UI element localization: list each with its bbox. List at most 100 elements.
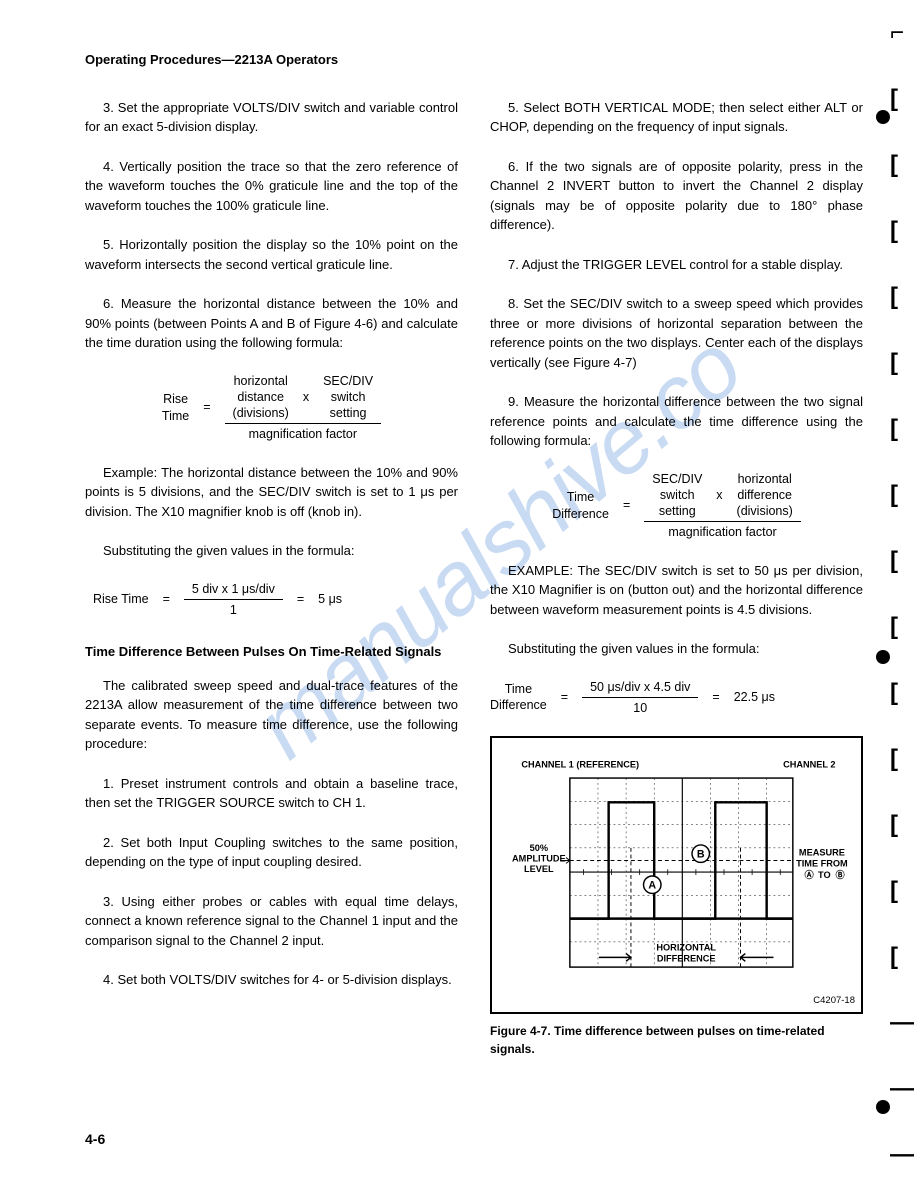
tdf-lhs1: Time — [567, 489, 594, 505]
tdf-eq: = — [623, 496, 630, 515]
proc-step-4: 4. Set both VOLTS/DIV switches for 4- or… — [85, 970, 458, 990]
tdf-lhs2: Difference — [552, 506, 609, 522]
page-number: 4-6 — [85, 1129, 105, 1150]
page-header: Operating Procedures—2213A Operators — [85, 50, 863, 70]
tdf-den: magnification factor — [668, 522, 776, 540]
calc-lhs: Rise Time — [93, 590, 149, 609]
figure-4-7: CHANNEL 1 (REFERENCE) CHANNEL 2 — [490, 736, 863, 1014]
fig-meas3c: Ⓑ — [835, 869, 845, 880]
section-intro: The calibrated sweep speed and dual-trac… — [85, 676, 458, 754]
right-column: 5. Select BOTH VERTICAL MODE; then selec… — [490, 98, 863, 1059]
bracket-icon: [ — [890, 285, 912, 309]
bracket-icon: [ — [890, 615, 912, 639]
proc-step-3: 3. Using either probes or cables with eq… — [85, 892, 458, 951]
tdc-eq2: = — [712, 688, 719, 707]
hole-punch-icon — [876, 650, 890, 664]
calc-result: 5 μs — [318, 590, 342, 609]
marker-a: A — [648, 880, 656, 892]
bracket-icon: [ — [890, 153, 912, 177]
bracket-icon: — — [890, 1011, 912, 1035]
bracket-icon: [ — [890, 351, 912, 375]
equals-sign: = — [203, 398, 210, 417]
proc-step-2: 2. Set both Input Coupling switches to t… — [85, 833, 458, 872]
tdc-lhs2: Difference — [490, 697, 547, 713]
step-5: 5. Horizontally position the display so … — [85, 235, 458, 274]
fig-amp3: LEVEL — [524, 864, 554, 874]
bracket-icon: [ — [890, 945, 912, 969]
tdf-nr1: horizontal — [738, 471, 792, 487]
example2-text: EXAMPLE: The SEC/DIV switch is set to 50… — [490, 561, 863, 620]
fig-meas1: MEASURE — [799, 848, 845, 858]
step-6: 6. Measure the horizontal distance betwe… — [85, 294, 458, 353]
num-setting: setting — [330, 405, 367, 421]
fig-meas2: TIME FROM — [796, 858, 848, 868]
figure-caption: Figure 4-7. Time difference between puls… — [490, 1022, 863, 1058]
bracket-icon: [ — [890, 681, 912, 705]
left-column: 3. Set the appropriate VOLTS/DIV switch … — [85, 98, 458, 1059]
binding-marks: ⌐ [ [ [ [ [ [ [ [ [ [ [ [ [ [ — — — — [890, 0, 912, 1188]
hole-punch-icon — [876, 110, 890, 124]
calc-eq: = — [163, 590, 170, 609]
fig-ch2-label: CHANNEL 2 — [783, 759, 835, 769]
num-divisions: (divisions) — [233, 405, 289, 421]
caption-bold: Figure 4-7. Time difference between puls… — [490, 1024, 825, 1056]
proc-step-1: 1. Preset instrument controls and obtain… — [85, 774, 458, 813]
formula-lhs-rise: Rise — [163, 391, 188, 407]
r-step-5: 5. Select BOTH VERTICAL MODE; then selec… — [490, 98, 863, 137]
bracket-icon: [ — [890, 879, 912, 903]
bracket-icon: — — [890, 1143, 912, 1167]
num-switch: switch — [331, 389, 366, 405]
tdc-eq: = — [561, 688, 568, 707]
bracket-icon: [ — [890, 483, 912, 507]
bracket-icon: [ — [890, 813, 912, 837]
formula-lhs-time: Time — [162, 408, 189, 424]
substituting-text: Substituting the given values in the for… — [85, 541, 458, 561]
fig-amp2: AMPLITUDE — [512, 853, 566, 863]
marker-b: B — [697, 849, 705, 861]
figure-id: C4207-18 — [813, 994, 855, 1008]
sub2-text: Substituting the given values in the for… — [490, 639, 863, 659]
fig-hd1: HORIZONTAL — [656, 943, 716, 953]
section-title: Time Difference Between Pulses On Time-R… — [85, 642, 458, 662]
den-magfactor: magnification factor — [249, 424, 357, 442]
fig-hd2: DIFFERENCE — [657, 953, 716, 963]
calc-num: 5 div x 1 μs/div — [184, 581, 283, 600]
fig-amp1: 50% — [530, 843, 548, 853]
calc-eq2: = — [297, 590, 304, 609]
tdc-result: 22.5 μs — [734, 688, 775, 707]
num-secdiv: SEC/DIV — [323, 373, 373, 389]
example-text: Example: The horizontal distance between… — [85, 463, 458, 522]
time-diff-calc: Time Difference = 50 μs/div x 4.5 div 10… — [490, 679, 863, 717]
num-distance: distance — [237, 389, 284, 405]
tdc-lhs1: Time — [505, 681, 532, 697]
bracket-icon: [ — [890, 219, 912, 243]
r-step-9: 9. Measure the horizontal difference bet… — [490, 392, 863, 451]
tdf-nl2: switch — [660, 487, 695, 503]
step-3: 3. Set the appropriate VOLTS/DIV switch … — [85, 98, 458, 137]
fig-ch1-label: CHANNEL 1 (REFERENCE) — [521, 759, 639, 769]
rise-time-calc: Rise Time = 5 div x 1 μs/div 1 = 5 μs — [85, 581, 458, 619]
fig-meas3a: Ⓐ — [804, 869, 814, 880]
time-diff-formula: Time Difference = SEC/DIV switch setting… — [490, 471, 863, 541]
tdf-nr3: (divisions) — [737, 503, 793, 519]
tdf-nl1: SEC/DIV — [652, 471, 702, 487]
num-horizontal: horizontal — [234, 373, 288, 389]
bracket-icon: [ — [890, 747, 912, 771]
bracket-icon: [ — [890, 549, 912, 573]
hole-punch-icon — [876, 1100, 890, 1114]
r-step-8: 8. Set the SEC/DIV switch to a sweep spe… — [490, 294, 863, 372]
r-step-6: 6. If the two signals are of opposite po… — [490, 157, 863, 235]
tdc-num: 50 μs/div x 4.5 div — [582, 679, 698, 698]
figure-svg: CHANNEL 1 (REFERENCE) CHANNEL 2 — [502, 748, 851, 1002]
r-step-7: 7. Adjust the TRIGGER LEVEL control for … — [490, 255, 863, 275]
step-4: 4. Vertically position the trace so that… — [85, 157, 458, 216]
rise-time-formula: Rise Time = horizontal distance (divisio… — [85, 373, 458, 443]
calc-den: 1 — [230, 600, 237, 618]
tdf-nr2: difference — [737, 487, 792, 503]
tdf-nl3: setting — [659, 503, 696, 519]
fig-meas3b: TO — [818, 870, 831, 880]
bracket-icon: [ — [890, 87, 912, 111]
tdc-den: 10 — [633, 698, 647, 716]
bracket-icon: — — [890, 1077, 912, 1101]
num-x: x — [303, 389, 309, 405]
